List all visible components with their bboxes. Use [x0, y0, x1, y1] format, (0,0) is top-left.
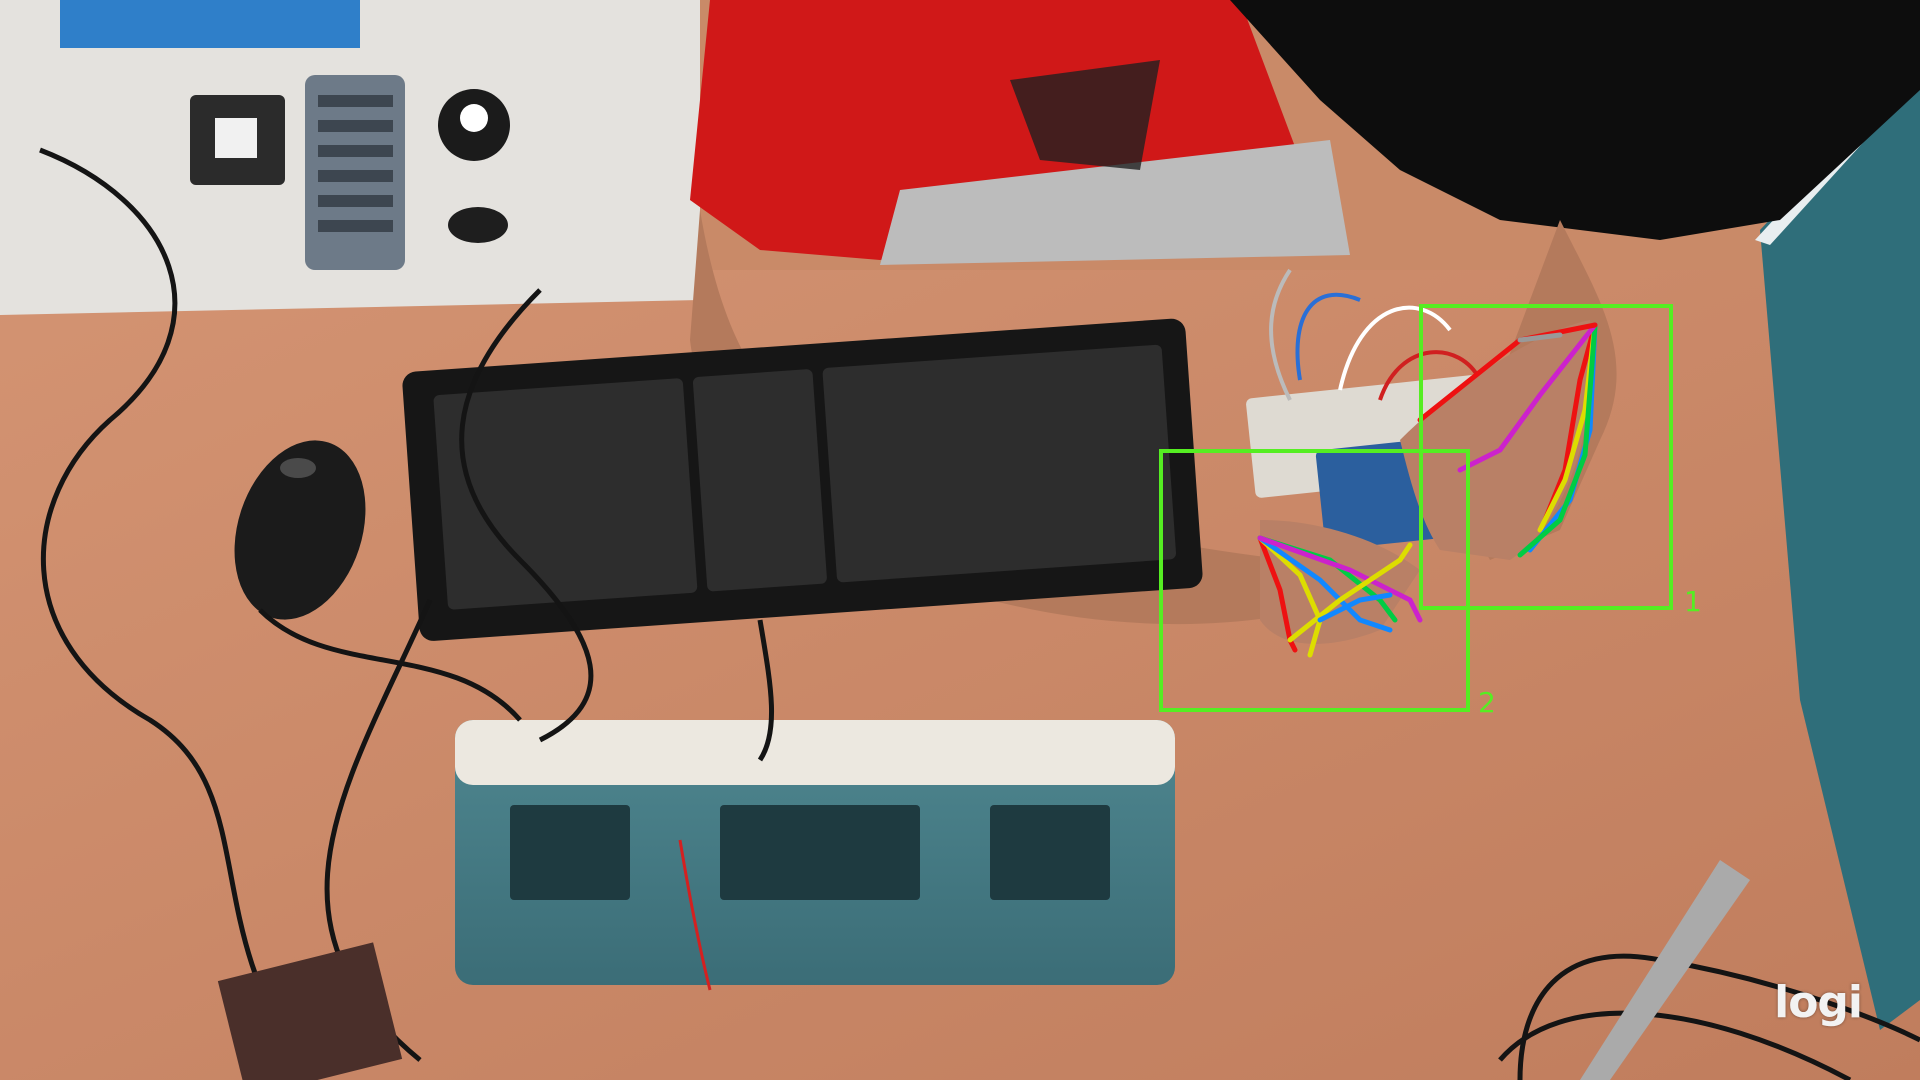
detection-label-2: 2: [1478, 686, 1496, 719]
mouse-logo: [280, 458, 316, 478]
ruler: [1580, 860, 1750, 1080]
jumper-wires: [1269, 268, 1482, 401]
small-speaker: [448, 207, 508, 243]
detection-box-1: [1419, 304, 1673, 610]
cable-box: [217, 942, 403, 1080]
hand-skeleton-1: [1417, 322, 1598, 558]
detection-label-1: 1: [1684, 585, 1702, 618]
logi-watermark: logi: [1774, 977, 1863, 1028]
oscilloscope-vents: [510, 805, 1110, 900]
hand-skeleton-2: [1257, 535, 1423, 658]
person-pants: [880, 140, 1350, 265]
shirt-print: [1010, 60, 1160, 170]
red-string: [678, 839, 712, 991]
hand-1: [1400, 320, 1592, 560]
oscilloscope-top: [455, 720, 1175, 785]
teal-panel: [1760, 60, 1920, 1030]
person-head: [1230, 0, 1920, 240]
speaker-cone: [460, 104, 488, 132]
mouse: [234, 440, 366, 620]
upper-box: [60, 0, 360, 48]
detection-box-2: [1159, 449, 1470, 712]
device-label: [215, 118, 257, 158]
tool-case-slots: [318, 95, 393, 232]
keyboard-keys: [433, 344, 1177, 610]
